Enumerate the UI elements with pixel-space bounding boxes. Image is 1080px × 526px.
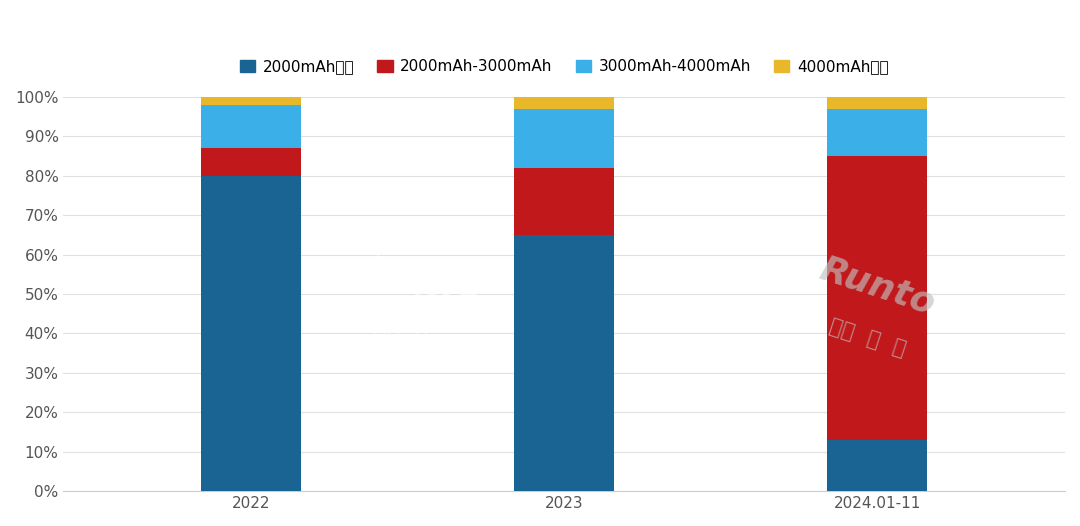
Bar [514, 97, 615, 109]
Bar [827, 97, 928, 109]
Text: 洛图  科  技: 洛图 科 技 [826, 316, 908, 359]
Text: Runto: Runto [361, 251, 485, 321]
Bar [201, 105, 301, 148]
Bar [201, 97, 301, 105]
Bar [827, 156, 928, 440]
Bar [514, 168, 615, 235]
Text: Runto: Runto [815, 251, 940, 321]
Bar [827, 109, 928, 156]
Text: 洛图  科  技: 洛图 科 技 [373, 316, 454, 359]
Bar [201, 176, 301, 491]
Legend: 2000mAh以下, 2000mAh-3000mAh, 3000mAh-4000mAh, 4000mAh以上: 2000mAh以下, 2000mAh-3000mAh, 3000mAh-4000… [234, 53, 894, 80]
Bar [514, 109, 615, 168]
Bar [201, 148, 301, 176]
Bar [827, 440, 928, 491]
Bar [514, 235, 615, 491]
